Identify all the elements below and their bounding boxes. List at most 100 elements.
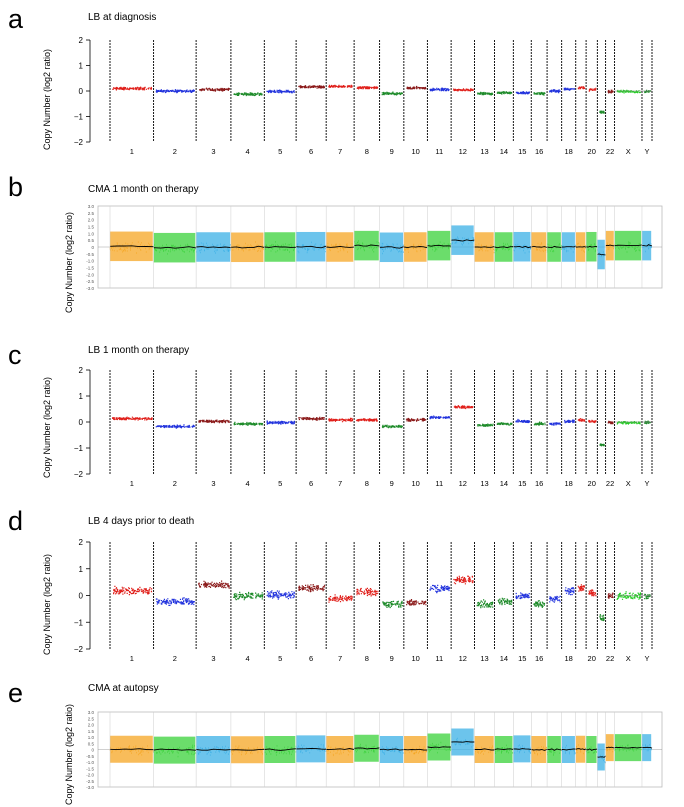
chromosome-18 [561, 712, 576, 787]
chromosome-label: 11 [435, 479, 443, 488]
chromosome-3: 3 [195, 40, 230, 156]
chromosome-8 [353, 206, 380, 288]
segment-line [379, 246, 404, 249]
segment-line [427, 244, 452, 247]
chromosome-9: 9 [379, 370, 403, 488]
chromosome-label: 15 [518, 479, 526, 488]
chromosome-20: 20 [585, 40, 597, 156]
probe-points [381, 91, 403, 96]
chromosome-label: 20 [588, 147, 596, 156]
probe-points [406, 599, 427, 606]
probe-points [515, 91, 530, 95]
chromosome-label: 18 [565, 147, 573, 156]
chromosome-label: 22 [606, 479, 614, 488]
chromosome-15 [513, 712, 532, 787]
chromosome-label: 22 [606, 654, 614, 663]
chromosome-8: 8 [353, 542, 379, 663]
chromosome-label: 4 [246, 147, 250, 156]
y-tick-label: -0.5 [86, 252, 94, 257]
chromosome-24: Y [641, 542, 652, 663]
y-tick-label: 0 [91, 748, 94, 753]
chromosome-label: 8 [365, 147, 369, 156]
probe-points [564, 419, 575, 424]
segment-line [605, 244, 615, 247]
y-tick-label: 0.5 [88, 238, 95, 243]
chromosome-17 [546, 40, 561, 142]
chromosome-2: 2 [153, 370, 196, 488]
segment-line [641, 746, 653, 749]
chromosome-14 [494, 206, 514, 288]
segment-line [586, 748, 598, 751]
probe-points [616, 89, 641, 94]
segment-line [575, 748, 587, 751]
chromosome-label: 3 [211, 147, 215, 156]
probe-points [453, 575, 474, 585]
probe-points [155, 597, 196, 606]
probe-points [607, 420, 614, 425]
chromosome-24 [641, 206, 653, 288]
chromosome-8: 8 [353, 370, 378, 488]
y-tick-label: 1.5 [88, 729, 95, 734]
chromosome-14: 14 [494, 542, 513, 663]
chromosome-14: 14 [494, 40, 513, 156]
y-tick-label: -2.0 [86, 773, 94, 778]
probe-points [533, 600, 546, 608]
chromosome-10: 10 [403, 542, 427, 663]
chromosome-label: 2 [173, 654, 177, 663]
chromosome-label: 14 [500, 479, 508, 488]
chromosome-19 [575, 712, 587, 787]
chromosome-label: X [626, 479, 631, 488]
chromosome-7 [325, 206, 355, 288]
chromosome-21 [596, 370, 605, 474]
chromosome-label: 3 [211, 654, 215, 663]
chromosome-16: 16 [530, 40, 546, 156]
panel-title: CMA at autopsy [88, 683, 159, 694]
chromosome-label: 5 [278, 147, 282, 156]
probe-density [154, 243, 197, 255]
chromosome-10 [403, 206, 428, 288]
probe-points [381, 424, 403, 429]
probe-points [497, 597, 513, 606]
chromosome-11 [427, 206, 452, 288]
probe-points [496, 91, 513, 95]
chromosome-18 [561, 206, 576, 288]
segment-line [494, 748, 514, 750]
segment-line [379, 748, 404, 751]
chromosome-21 [596, 40, 605, 142]
chromosome-7 [325, 712, 355, 787]
chromosome-6 [295, 206, 327, 288]
probe-points [577, 418, 586, 422]
y-tick-label: -2.5 [86, 279, 94, 284]
segment-line [605, 746, 615, 749]
segment-line [561, 246, 576, 248]
probe-points [113, 585, 153, 596]
y-tick-label: 0 [91, 245, 94, 250]
probe-points [198, 580, 230, 589]
probe-points [198, 419, 230, 424]
chromosome-label: 8 [365, 479, 369, 488]
probe-points [644, 420, 651, 425]
y-tick-label: 1 [79, 392, 84, 401]
chromosome-10 [403, 712, 428, 787]
probe-points [564, 587, 575, 596]
chromosome-7: 7 [325, 370, 354, 488]
chromosome-label: Y [644, 147, 649, 156]
chromosome-23: X [614, 370, 642, 488]
chromosome-12: 12 [450, 542, 474, 663]
chromosome-label: Y [644, 479, 649, 488]
probe-points [429, 415, 451, 420]
chromosome-22: 22 [605, 542, 614, 663]
y-tick-label: −1 [74, 113, 84, 122]
chromosome-1 [109, 712, 154, 787]
chromosome-15: 15 [512, 40, 530, 156]
chromosome-label: 14 [500, 654, 508, 663]
chromosome-13 [474, 206, 495, 288]
segment-line [296, 245, 327, 249]
panel-title: LB 4 days prior to death [88, 516, 195, 527]
probe-density [109, 241, 152, 254]
chromosome-13: 13 [474, 370, 494, 488]
probe-points [453, 405, 474, 410]
chromosome-2: 2 [153, 542, 196, 663]
